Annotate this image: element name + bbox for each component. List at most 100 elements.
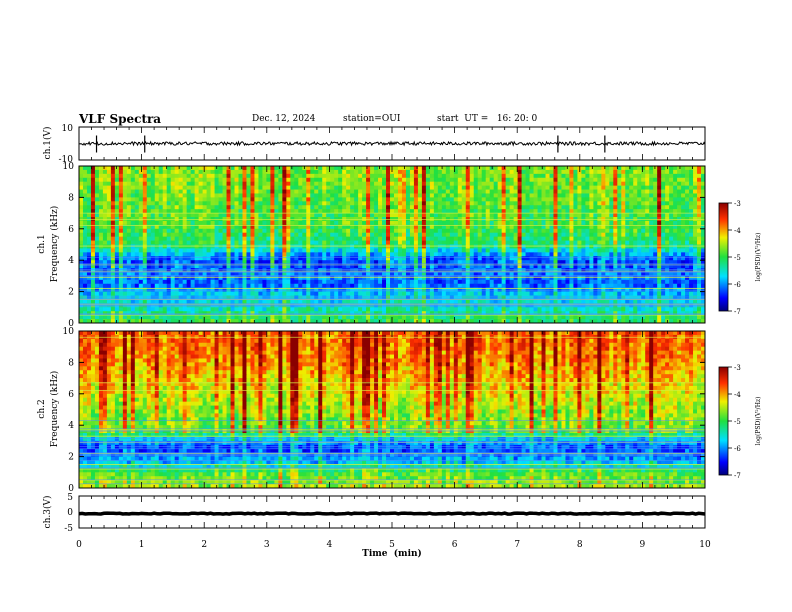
spectrogram-cell — [182, 173, 188, 179]
spectrogram-cell — [270, 220, 275, 226]
spectrogram-cell — [230, 197, 235, 202]
spectrogram-cell — [593, 181, 598, 187]
spectrogram-cell — [234, 264, 239, 269]
spectrogram-cell — [529, 248, 534, 253]
spectrogram-cell — [629, 232, 634, 238]
spectrogram-cell — [689, 256, 694, 261]
spectrogram-cell — [533, 252, 538, 257]
spectrogram-cell — [278, 268, 283, 273]
spectrogram-cell — [250, 260, 255, 265]
spectrogram-cell — [685, 193, 690, 198]
spectrogram-cell — [677, 169, 682, 175]
spectrogram-cell — [274, 271, 279, 277]
spectrogram-cell — [186, 248, 192, 253]
spectrogram-cell — [429, 275, 435, 281]
spectrogram-cell — [242, 268, 247, 273]
spectrogram-cell — [334, 248, 339, 253]
spectrogram-cell — [358, 205, 363, 210]
spectrogram-cell — [310, 197, 315, 202]
spectrogram-cell — [234, 256, 239, 261]
spectrogram-cell — [689, 201, 694, 206]
spectrogram-cell — [79, 240, 84, 245]
spectrogram-cell — [401, 224, 407, 230]
spectrogram-cell — [346, 283, 351, 289]
spectrogram-cell — [298, 185, 303, 190]
spectrogram-cell — [386, 177, 391, 183]
spectrogram-cell — [577, 240, 582, 245]
spectrogram-cell — [673, 256, 678, 261]
spectrogram-cell — [246, 181, 251, 187]
spectrogram-cell — [653, 185, 658, 190]
spectrogram-cell — [437, 185, 443, 190]
spectrogram-cell — [86, 268, 92, 273]
spectrogram-cell — [505, 264, 511, 269]
spectrogram-cell — [665, 173, 670, 179]
spectrogram-cell — [342, 169, 347, 175]
spectrogram-cell — [106, 185, 112, 190]
spectrogram-cell — [374, 185, 379, 190]
spectrogram-cell — [378, 197, 383, 202]
spectrogram-cell — [701, 185, 706, 190]
spectrogram-cell — [437, 228, 443, 234]
spectrogram-cell — [266, 173, 271, 179]
spectrogram-cell — [214, 177, 219, 183]
spectrogram-cell — [433, 209, 439, 214]
spectrogram-cell — [601, 193, 606, 198]
spectrogram-cell — [657, 197, 662, 202]
spectrogram-cell — [453, 268, 459, 273]
spectrogram-cell — [505, 268, 511, 273]
spectrogram-cell — [617, 283, 622, 289]
spectrogram-cell — [386, 173, 391, 179]
spectrogram-cell — [106, 197, 112, 202]
spectrogram-cell — [138, 268, 144, 273]
spectrogram-cell — [146, 275, 152, 281]
spectrogram-cell — [461, 177, 467, 183]
spectrogram-cell — [633, 197, 638, 202]
spectrogram-cell — [98, 271, 104, 277]
spectrogram-cell — [86, 248, 92, 253]
spectrogram-cell — [310, 201, 315, 206]
spectrogram-cell — [154, 173, 160, 179]
spectrogram-cell — [102, 220, 108, 226]
spectrogram-cell — [326, 271, 331, 277]
spectrogram-cell — [485, 264, 491, 269]
spectrogram-cell — [521, 209, 526, 214]
spectrogram-cell — [569, 220, 574, 226]
spectrogram-cell — [409, 205, 415, 210]
spectrogram-cell — [609, 224, 614, 230]
spectrogram-cell — [457, 268, 463, 273]
spectrogram-cell — [661, 279, 666, 285]
spectrogram-cell — [421, 264, 427, 269]
spectrogram-cell — [645, 248, 650, 253]
spectrogram-cell — [553, 189, 558, 194]
spectrogram-cell — [425, 228, 431, 234]
spectrogram-cell — [326, 268, 331, 273]
spectrogram-cell — [693, 248, 698, 253]
spectrogram-cell — [158, 166, 164, 171]
spectrogram-cell — [146, 256, 152, 261]
spectrogram-cell — [142, 264, 148, 269]
spectrogram-cell — [669, 228, 674, 234]
spectrogram-cell — [517, 185, 522, 190]
spectrogram-cell — [250, 283, 255, 289]
spectrogram-cell — [94, 275, 100, 281]
spectrogram-cell — [198, 256, 204, 261]
spectrogram-cell — [501, 256, 507, 261]
spectrogram-cell — [282, 248, 287, 253]
spectrogram-cell — [250, 185, 255, 190]
spectrogram-cell — [521, 283, 526, 289]
spectrogram-cell — [146, 193, 152, 198]
spectrogram-cell — [214, 228, 219, 234]
spectrogram-cell — [210, 197, 215, 202]
spectrogram-cell — [374, 205, 379, 210]
spectrogram-cell — [250, 205, 255, 210]
spectrogram-cell — [130, 166, 136, 171]
spectrogram-cell — [505, 240, 511, 245]
spectrogram-cell — [210, 283, 215, 289]
spectrogram-cell — [701, 228, 706, 234]
spectrogram-cell — [150, 209, 156, 214]
spectrogram-cell — [222, 260, 227, 265]
spectrogram-cell — [79, 181, 84, 187]
spectrogram-cell — [230, 256, 235, 261]
spectrogram-cell — [190, 283, 196, 289]
